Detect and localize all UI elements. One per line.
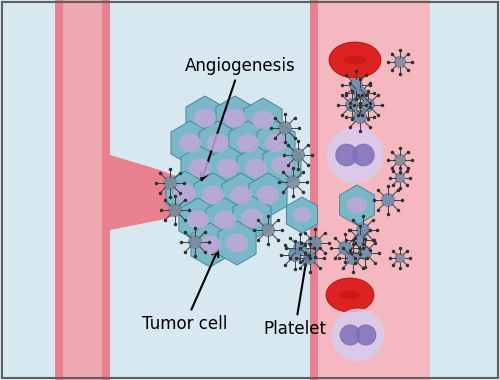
- Ellipse shape: [344, 55, 366, 65]
- Circle shape: [346, 99, 358, 111]
- Circle shape: [350, 79, 362, 91]
- Circle shape: [164, 177, 176, 189]
- Polygon shape: [186, 96, 224, 140]
- Polygon shape: [244, 98, 282, 142]
- Polygon shape: [166, 171, 204, 215]
- Ellipse shape: [187, 211, 209, 230]
- Circle shape: [288, 249, 302, 261]
- Circle shape: [394, 155, 406, 165]
- Polygon shape: [199, 121, 237, 165]
- Circle shape: [362, 99, 374, 111]
- Polygon shape: [206, 198, 244, 242]
- Ellipse shape: [241, 209, 263, 227]
- Ellipse shape: [339, 291, 361, 299]
- Ellipse shape: [174, 184, 196, 202]
- Ellipse shape: [202, 186, 224, 204]
- Polygon shape: [340, 185, 374, 225]
- Ellipse shape: [207, 134, 229, 152]
- Ellipse shape: [293, 207, 311, 223]
- FancyBboxPatch shape: [310, 0, 430, 380]
- Circle shape: [294, 242, 306, 254]
- Circle shape: [262, 224, 274, 236]
- Polygon shape: [229, 121, 267, 165]
- Circle shape: [327, 127, 383, 183]
- Polygon shape: [263, 143, 301, 187]
- Ellipse shape: [245, 159, 267, 177]
- Polygon shape: [179, 198, 217, 242]
- Ellipse shape: [224, 109, 246, 127]
- Ellipse shape: [179, 134, 201, 152]
- Circle shape: [353, 144, 374, 166]
- Circle shape: [356, 224, 370, 236]
- FancyBboxPatch shape: [63, 0, 102, 380]
- Ellipse shape: [257, 186, 279, 204]
- FancyBboxPatch shape: [55, 0, 110, 380]
- Circle shape: [338, 242, 351, 254]
- FancyBboxPatch shape: [318, 0, 430, 380]
- Ellipse shape: [237, 134, 259, 152]
- Polygon shape: [237, 146, 275, 190]
- Circle shape: [304, 252, 316, 264]
- Circle shape: [396, 253, 404, 263]
- Circle shape: [394, 57, 406, 67]
- Polygon shape: [181, 146, 219, 190]
- Ellipse shape: [189, 159, 211, 177]
- Ellipse shape: [329, 42, 381, 78]
- Polygon shape: [171, 121, 209, 165]
- Circle shape: [332, 309, 384, 361]
- Polygon shape: [286, 197, 318, 233]
- Circle shape: [354, 87, 366, 99]
- Ellipse shape: [347, 196, 367, 214]
- Polygon shape: [191, 223, 229, 267]
- Polygon shape: [218, 221, 256, 265]
- Circle shape: [168, 204, 181, 216]
- Circle shape: [346, 252, 360, 264]
- Ellipse shape: [194, 109, 216, 127]
- Text: Angiogenesis: Angiogenesis: [184, 57, 296, 180]
- Text: Tumor cell: Tumor cell: [142, 250, 228, 333]
- Ellipse shape: [214, 211, 236, 230]
- Circle shape: [340, 325, 360, 345]
- Ellipse shape: [265, 134, 287, 152]
- Ellipse shape: [252, 111, 274, 129]
- Circle shape: [308, 237, 322, 249]
- Polygon shape: [222, 173, 260, 217]
- Polygon shape: [257, 121, 295, 165]
- Polygon shape: [233, 196, 271, 240]
- Ellipse shape: [199, 236, 221, 254]
- Polygon shape: [110, 155, 200, 230]
- Circle shape: [286, 176, 300, 188]
- Circle shape: [336, 144, 357, 166]
- Polygon shape: [209, 146, 247, 190]
- Circle shape: [382, 194, 394, 206]
- Ellipse shape: [226, 234, 248, 252]
- Ellipse shape: [217, 159, 239, 177]
- Circle shape: [292, 149, 304, 161]
- Polygon shape: [216, 96, 254, 140]
- Polygon shape: [249, 173, 287, 217]
- Ellipse shape: [271, 156, 293, 174]
- Text: Platelet: Platelet: [264, 255, 326, 338]
- Circle shape: [354, 234, 366, 246]
- Ellipse shape: [230, 186, 252, 204]
- Circle shape: [278, 122, 291, 134]
- Ellipse shape: [326, 278, 374, 312]
- Circle shape: [188, 236, 202, 248]
- Circle shape: [354, 111, 366, 123]
- Polygon shape: [194, 173, 232, 217]
- Circle shape: [396, 174, 404, 182]
- Circle shape: [356, 325, 376, 345]
- Circle shape: [358, 247, 372, 259]
